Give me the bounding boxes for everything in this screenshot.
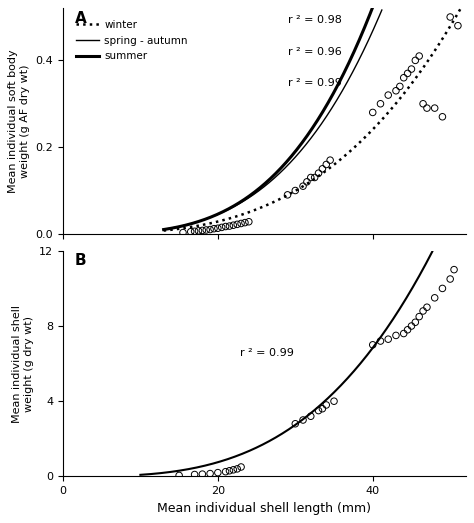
Point — [199, 226, 206, 235]
Point — [315, 169, 322, 177]
Point — [292, 419, 299, 428]
Point — [210, 224, 218, 233]
Point — [218, 223, 226, 232]
Point — [229, 465, 237, 474]
Point — [226, 222, 233, 230]
Point — [411, 318, 419, 326]
Point — [315, 406, 322, 415]
Text: r ² = 0.99: r ² = 0.99 — [289, 78, 342, 88]
Point — [377, 337, 384, 345]
Point — [447, 13, 454, 21]
Legend: winter, spring - autumn, summer: winter, spring - autumn, summer — [72, 16, 192, 65]
Text: A: A — [75, 10, 87, 26]
Point — [307, 173, 315, 181]
Text: r ² = 0.98: r ² = 0.98 — [289, 15, 342, 25]
Point — [322, 161, 330, 169]
Point — [299, 416, 307, 424]
Text: r ² = 0.96: r ² = 0.96 — [289, 47, 342, 56]
Point — [377, 99, 384, 108]
Point — [199, 470, 206, 479]
Point — [229, 221, 237, 230]
Point — [408, 65, 415, 73]
Point — [423, 303, 431, 311]
Point — [404, 326, 411, 334]
Point — [454, 21, 462, 30]
Point — [392, 331, 400, 339]
Text: B: B — [75, 253, 87, 268]
Point — [187, 228, 194, 236]
Point — [222, 222, 229, 231]
Point — [411, 56, 419, 64]
Point — [214, 224, 222, 232]
Point — [438, 112, 446, 121]
Point — [400, 329, 408, 338]
Point — [319, 404, 326, 413]
Point — [191, 227, 199, 235]
Point — [419, 307, 427, 315]
Point — [191, 470, 199, 479]
Point — [202, 226, 210, 234]
Point — [396, 82, 404, 90]
Point — [447, 275, 454, 283]
Point — [214, 469, 222, 477]
Point — [222, 468, 229, 476]
Point — [179, 229, 187, 237]
Point — [438, 284, 446, 292]
Point — [326, 156, 334, 164]
Point — [423, 104, 431, 112]
Point — [322, 401, 330, 409]
Point — [284, 191, 292, 199]
Point — [206, 225, 214, 234]
Point — [369, 108, 376, 117]
Point — [245, 218, 253, 226]
Point — [384, 335, 392, 344]
Point — [415, 312, 423, 321]
Point — [241, 219, 249, 227]
Point — [384, 91, 392, 99]
Text: r ² = 0.99: r ² = 0.99 — [240, 348, 294, 358]
Point — [431, 104, 438, 112]
Point — [415, 52, 423, 60]
Point — [319, 165, 326, 173]
Point — [369, 340, 376, 349]
Point — [226, 467, 233, 475]
X-axis label: Mean individual shell length (mm): Mean individual shell length (mm) — [157, 502, 371, 515]
Point — [175, 471, 183, 480]
Point — [392, 87, 400, 95]
Point — [233, 465, 241, 473]
Point — [400, 74, 408, 82]
Point — [206, 469, 214, 477]
Point — [431, 293, 438, 302]
Point — [404, 69, 411, 77]
Point — [237, 219, 245, 228]
Point — [311, 173, 319, 181]
Point — [307, 412, 315, 420]
Point — [195, 226, 202, 235]
Point — [408, 322, 415, 330]
Point — [450, 266, 458, 274]
Point — [292, 186, 299, 195]
Point — [303, 178, 310, 186]
Point — [299, 182, 307, 190]
Point — [330, 397, 338, 405]
Y-axis label: Mean individual shell
weight (g dry wt): Mean individual shell weight (g dry wt) — [12, 304, 34, 423]
Point — [237, 463, 245, 471]
Point — [233, 220, 241, 229]
Y-axis label: Mean individual soft body
weight (g AF dry wt): Mean individual soft body weight (g AF d… — [9, 49, 30, 193]
Point — [419, 99, 427, 108]
